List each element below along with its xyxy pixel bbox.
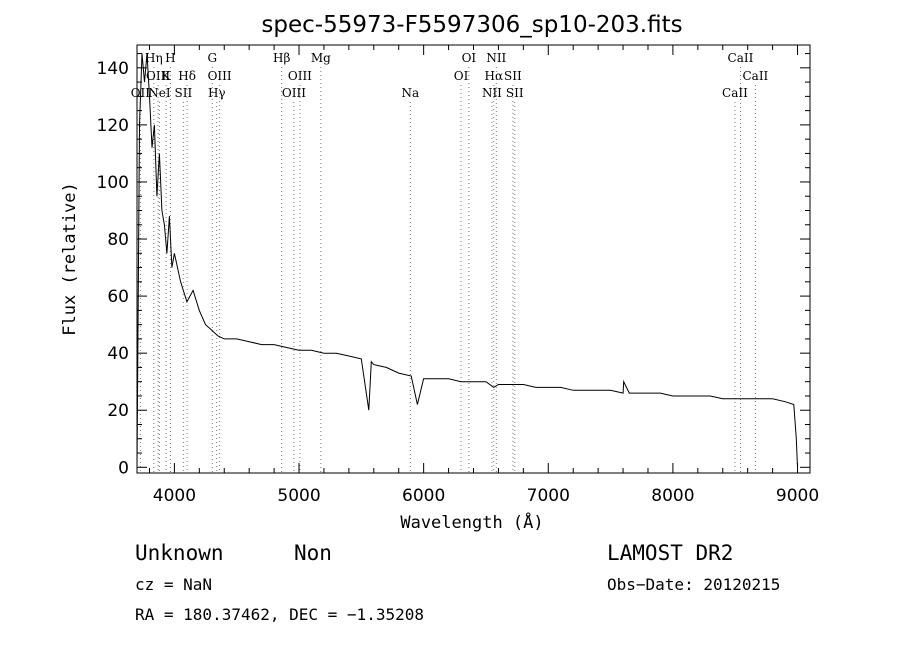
y-tick-label: 100 [97, 173, 129, 193]
subclass-label: Non [294, 541, 332, 565]
y-tick-label: 120 [97, 116, 129, 136]
x-tick-label: 8000 [651, 486, 694, 506]
spectral-line-label: Hη [145, 51, 163, 65]
obs-date-label: Obs−Date: 20120215 [607, 575, 780, 594]
y-tick-label: 140 [97, 59, 129, 79]
x-tick-label: 9000 [776, 486, 819, 506]
x-tick-label: 7000 [527, 486, 570, 506]
spectral-line-label: Hα [485, 69, 504, 83]
x-tick-label: 4000 [153, 486, 196, 506]
y-tick-label: 0 [118, 458, 129, 478]
x-tick-label: 6000 [402, 486, 445, 506]
cz-label: cz = NaN [135, 575, 212, 594]
spectral-line-label: Na [401, 86, 419, 100]
line-labels: OIIHηOIIINeIKHSIIHδGHγOIIIHβOIIIOIIIMgNa… [131, 51, 769, 100]
spectral-line-label: G [207, 51, 217, 65]
spectral-line-label: OI [462, 51, 477, 65]
spectral-line-label: SII [504, 69, 522, 83]
radec-label: RA = 180.37462, DEC = −1.35208 [135, 605, 424, 624]
y-tick-label: 80 [107, 230, 129, 250]
spectral-line-label: OI [454, 69, 469, 83]
class-label: Unknown [135, 541, 224, 565]
survey-label: LAMOST DR2 [607, 541, 733, 565]
y-axis-label: Flux (relative) [60, 182, 80, 336]
spectral-line-label: SII [175, 86, 193, 100]
line-markers [139, 67, 756, 473]
spectral-line-label: Hβ [273, 51, 290, 65]
spectral-line-label: SII [506, 86, 524, 100]
y-tick-label: 40 [107, 344, 129, 364]
spectral-line-label: OIII [288, 69, 312, 83]
y-tick-label: 60 [107, 287, 129, 307]
spectral-line-label: CaII [722, 86, 748, 100]
spectral-line-label: NII [482, 86, 502, 100]
chart-title: spec-55973-F5597306_sp10-203.fits [261, 12, 682, 38]
y-axis: 0 20 40 60 80 100 120 140 [97, 53, 810, 478]
spectral-line-label: CaII [728, 51, 754, 65]
y-tick-label: 20 [107, 401, 129, 421]
spectral-line-label: Hγ [208, 86, 226, 100]
spectral-line-label: OIII [146, 69, 170, 83]
x-tick-label: 5000 [277, 486, 320, 506]
spectral-line-label: CaII [742, 69, 768, 83]
plot-frame [136, 44, 811, 474]
x-axis: 4000 5000 6000 7000 8000 9000 [148, 45, 819, 506]
spectral-line-label: NeI [148, 86, 171, 100]
x-axis-label: Wavelength (Å) [400, 511, 543, 533]
spectral-line-label: H [165, 51, 175, 65]
spectral-line-label: Mg [311, 51, 331, 65]
spectral-line-label: NII [486, 51, 506, 65]
spectral-line-label: OIII [282, 86, 306, 100]
spectral-line-label: K [162, 69, 172, 83]
spectrum-line [136, 53, 798, 468]
spectral-line-label: Hδ [178, 69, 196, 83]
spectral-line-label: OIII [208, 69, 232, 83]
